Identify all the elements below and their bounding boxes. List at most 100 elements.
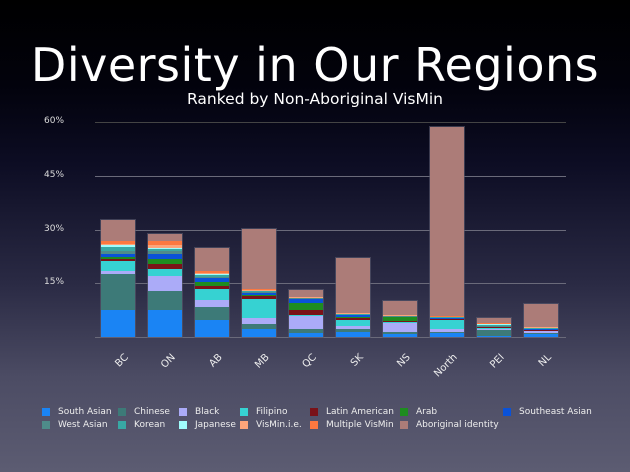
legend-item: Black — [179, 407, 219, 417]
bar-segment — [195, 286, 229, 290]
bar-segment — [148, 253, 182, 259]
bar-segment — [242, 324, 276, 330]
bar-segment — [383, 321, 417, 322]
bar-segment — [524, 330, 558, 332]
bar-segment — [289, 298, 323, 300]
legend-swatch — [240, 421, 248, 429]
bar-segment — [195, 289, 229, 301]
bar-segment — [336, 312, 370, 314]
bar-segment — [383, 334, 417, 337]
bar-ns — [383, 301, 417, 337]
bar-segment — [477, 335, 511, 337]
bar-segment — [477, 329, 511, 336]
bar-segment — [101, 250, 135, 254]
bar-mb — [242, 228, 276, 337]
x-tick-label: NS — [395, 352, 413, 370]
bar-segment — [242, 318, 276, 325]
bar-segment — [148, 248, 182, 249]
bar-on — [148, 233, 182, 337]
x-tick-label: AB — [207, 352, 225, 370]
gridline — [95, 283, 566, 285]
legend-item: Multiple VisMin — [310, 420, 394, 430]
bar-segment — [148, 251, 182, 254]
slide-subtitle: Ranked by Non-Aboriginal VisMin — [186, 90, 444, 108]
legend-item: Aboriginal identity — [400, 420, 499, 430]
bar-segment — [195, 282, 229, 287]
plot-area — [95, 122, 566, 338]
bar-segment — [336, 320, 370, 327]
bar-segment — [430, 126, 464, 316]
x-tick-label: ON — [159, 352, 178, 371]
slide-title: Diversity in Our Regions — [30, 38, 600, 92]
bar-segment — [242, 291, 276, 293]
bar-segment — [195, 307, 229, 321]
legend-item: Southeast Asian — [503, 407, 592, 417]
bar-segment — [242, 289, 276, 291]
legend-swatch — [118, 421, 126, 429]
bar-sk — [336, 257, 370, 337]
bar-segment — [242, 296, 276, 300]
bar-segment — [195, 300, 229, 308]
bar-segment — [101, 219, 135, 241]
legend-label: Southeast Asian — [519, 407, 592, 417]
legend-label: Filipino — [256, 407, 288, 417]
bar-segment — [242, 299, 276, 319]
legend-item: West Asian — [42, 420, 108, 430]
legend-label: Chinese — [134, 407, 170, 417]
bar-segment — [383, 332, 417, 335]
bar-segment — [477, 322, 511, 324]
x-tick-label: North — [432, 352, 460, 380]
y-tick-label: 60% — [44, 116, 65, 126]
bar-segment — [242, 292, 276, 296]
bar-segment — [336, 331, 370, 337]
bar-segment — [289, 315, 323, 317]
bar-segment — [101, 247, 135, 251]
bar-segment — [336, 329, 370, 332]
bar-segment — [524, 303, 558, 328]
bar-segment — [477, 325, 511, 327]
gridline — [95, 337, 566, 338]
bar-segment — [195, 272, 229, 275]
y-tick-label: 45% — [44, 169, 65, 180]
bar-segment — [524, 333, 558, 335]
gridline — [95, 122, 566, 123]
legend-label: Japanese — [195, 420, 236, 430]
legend-label: Latin American — [326, 407, 394, 417]
bar-segment — [524, 328, 558, 330]
legend-swatch — [240, 408, 248, 416]
legend-swatch — [42, 408, 50, 416]
bar-segment — [242, 228, 276, 289]
legend-item: VisMin.i.e. — [240, 420, 302, 430]
bar-segment — [430, 316, 464, 317]
bar-segment — [148, 241, 182, 246]
bar-segment — [101, 258, 135, 262]
legend-item: South Asian — [42, 407, 112, 417]
bar-segment — [477, 317, 511, 323]
bar-segment — [101, 274, 135, 311]
legend-item: Filipino — [240, 407, 287, 417]
bar-segment — [101, 244, 135, 248]
legend-item: Chinese — [118, 407, 170, 417]
bar-segment — [148, 258, 182, 264]
x-tick-label: PEI — [488, 352, 507, 371]
bar-bc — [101, 219, 135, 337]
legend-label: Arab — [416, 407, 438, 417]
bar-segment — [336, 314, 370, 317]
legend-swatch — [179, 408, 187, 416]
bar-segment — [195, 320, 229, 337]
bar-segment — [195, 270, 229, 273]
bar-segment — [383, 301, 417, 315]
bar-segment — [383, 316, 417, 318]
legend-swatch — [118, 408, 126, 416]
bar-segment — [289, 303, 323, 311]
bar-segment — [148, 263, 182, 269]
bar-segment — [383, 323, 417, 332]
legend-swatch — [400, 408, 408, 416]
legend-label: West Asian — [58, 420, 108, 430]
legend-swatch — [400, 421, 408, 429]
bar-ab — [195, 247, 229, 337]
bar-segment — [477, 328, 511, 330]
bar-segment — [430, 318, 464, 320]
legend-label: Aboriginal identity — [416, 420, 499, 430]
bar-segment — [101, 243, 135, 245]
